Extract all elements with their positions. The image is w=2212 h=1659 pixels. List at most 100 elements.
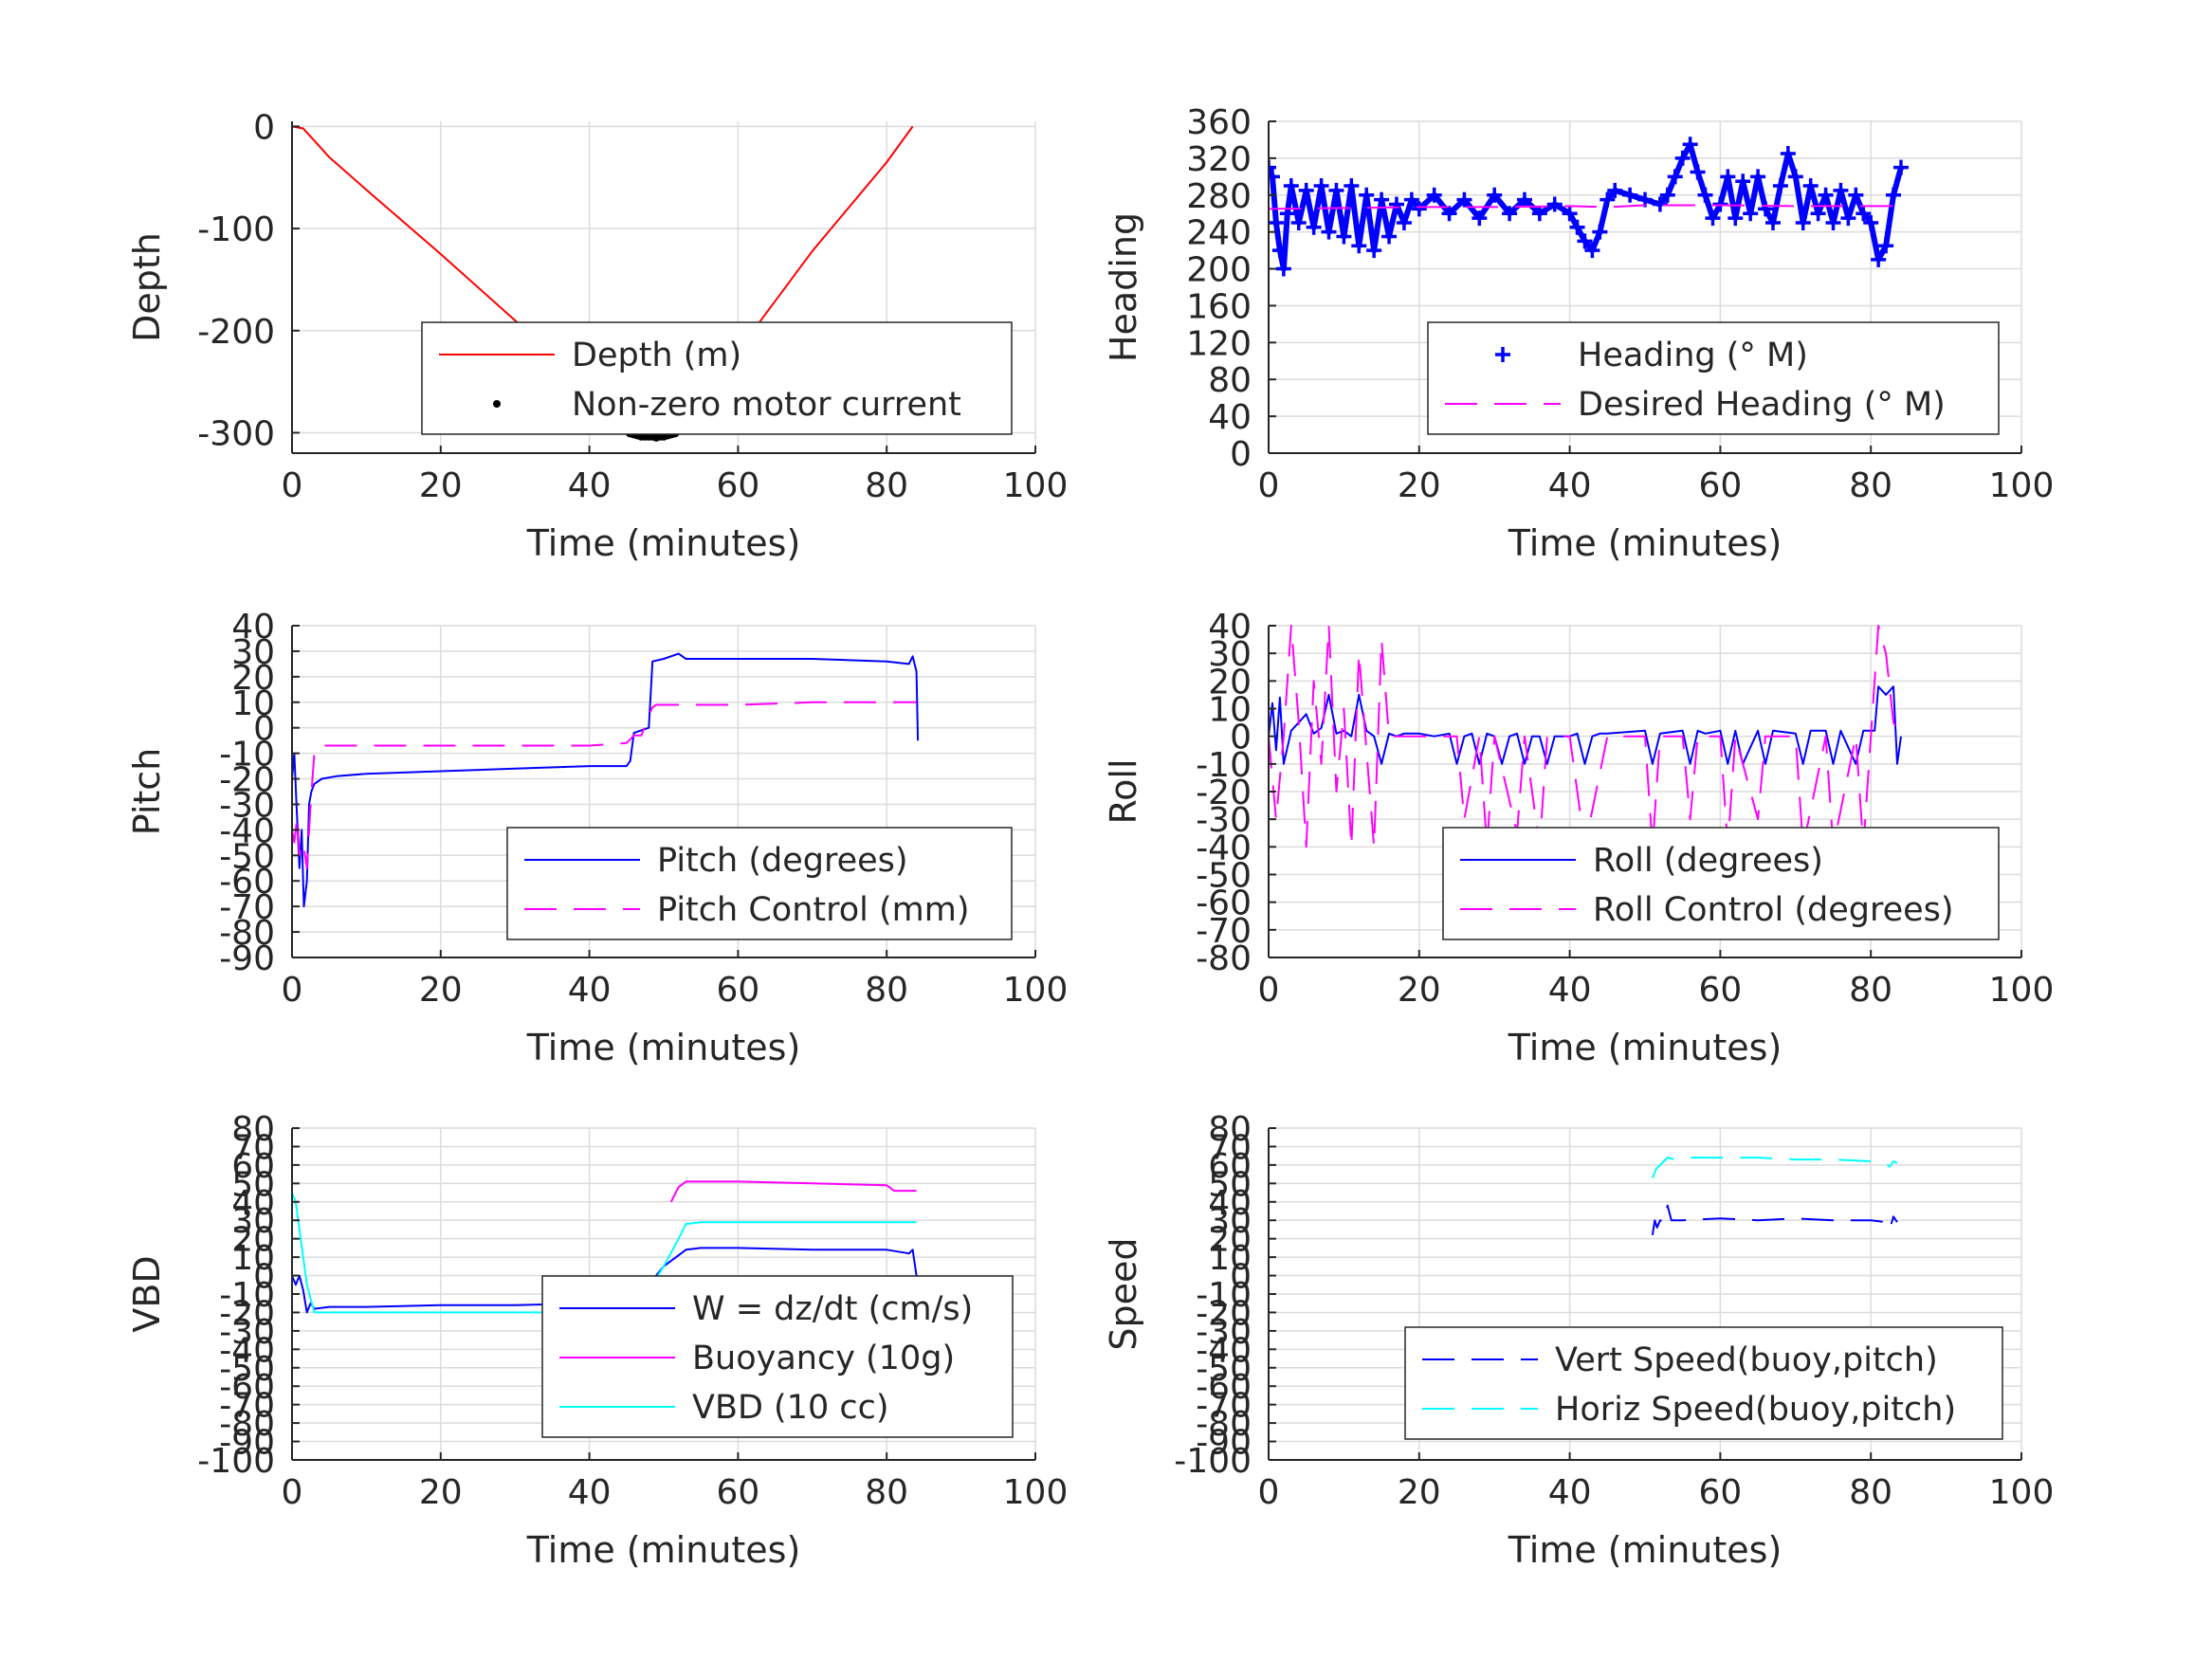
legend-entry-label: Horiz Speed(buoy,pitch) — [1555, 1391, 1956, 1429]
legend-box — [1427, 321, 2000, 435]
y-tick-label: 30 — [231, 1202, 275, 1241]
x-axis-label: Time (minutes) — [1508, 1027, 1782, 1068]
x-tick-label: 0 — [282, 1473, 303, 1512]
legend-box — [1442, 827, 2000, 940]
series-group — [1651, 1157, 1898, 1235]
legend-entry-label: Roll Control (degrees) — [1593, 891, 1954, 929]
y-tick-label: 50 — [1208, 1165, 1252, 1204]
x-tick-label: 20 — [419, 971, 463, 1010]
y-tick-label: -80 — [1196, 939, 1252, 978]
y-tick-label: 0 — [253, 710, 275, 749]
legend-box — [506, 827, 1013, 940]
legend-entry-label: Buoyancy (10g) — [692, 1340, 955, 1377]
y-tick-label: 320 — [1186, 140, 1252, 179]
y-tick-label: -50 — [1196, 1350, 1252, 1389]
y-tick-label: 50 — [231, 1165, 275, 1204]
legend-entry-label: Pitch (degrees) — [657, 842, 908, 880]
y-tick-label: 200 — [1186, 251, 1252, 290]
x-tick-label: 0 — [282, 971, 303, 1010]
y-tick-label: 0 — [253, 108, 275, 147]
y-tick-label: -30 — [1196, 1313, 1252, 1352]
x-tick-label: 80 — [865, 466, 908, 505]
y-tick-label: -100 — [197, 1442, 275, 1481]
y-tick-label: -90 — [219, 1424, 275, 1463]
y-tick-label: -10 — [1196, 746, 1252, 785]
y-tick-label: 40 — [231, 1184, 275, 1223]
y-tick-label: -20 — [1196, 1294, 1252, 1333]
y-tick-label: -80 — [1196, 1405, 1252, 1444]
legend: Roll (degrees) Roll Control (degrees) — [1442, 827, 2000, 940]
y-axis-label: Pitch — [126, 748, 168, 836]
y-tick-label: 160 — [1186, 287, 1252, 326]
series-roll-degrees-line — [1269, 685, 1902, 765]
x-tick-label: 20 — [1398, 1473, 1441, 1512]
y-tick-label: 70 — [1208, 1128, 1252, 1167]
y-tick-label: 10 — [1208, 691, 1252, 730]
y-tick-label: 30 — [1208, 635, 1252, 674]
y-tick-label: -300 — [197, 414, 275, 453]
y-tick-label: -30 — [219, 786, 275, 825]
legend-swatch — [493, 400, 501, 408]
y-tick-label: -50 — [1196, 857, 1252, 896]
x-tick-label: 60 — [1698, 971, 1742, 1010]
y-tick-label: -20 — [219, 1294, 275, 1333]
legend-entry-label: Pitch Control (mm) — [657, 891, 969, 929]
x-tick-label: 100 — [1003, 466, 1069, 505]
x-axis-label: Time (minutes) — [526, 1027, 801, 1068]
legend-entry-label: Vert Speed(buoy,pitch) — [1555, 1341, 1938, 1379]
y-tick-label: -10 — [219, 736, 275, 775]
y-tick-label: 20 — [231, 1221, 275, 1260]
y-tick-label: 40 — [231, 608, 275, 647]
x-tick-label: 80 — [865, 1473, 908, 1512]
y-tick-label: -70 — [1196, 1387, 1252, 1426]
x-axis-label: Time (minutes) — [526, 1529, 801, 1571]
y-axis-label: Heading — [1103, 212, 1144, 362]
x-tick-label: 100 — [1989, 1473, 2055, 1512]
x-tick-label: 60 — [716, 1473, 759, 1512]
x-tick-label: 80 — [865, 971, 908, 1010]
y-tick-label: -50 — [219, 1350, 275, 1389]
y-tick-label: -20 — [219, 761, 275, 800]
y-tick-label: -40 — [1196, 1331, 1252, 1370]
y-tick-label: 30 — [231, 633, 275, 672]
y-tick-label: -70 — [219, 888, 275, 927]
y-tick-label: -200 — [197, 313, 275, 352]
series-group — [1269, 137, 1909, 277]
y-tick-label: -70 — [219, 1387, 275, 1426]
x-axis-label: Time (minutes) — [1508, 522, 1782, 564]
y-tick-label: 0 — [1230, 435, 1252, 474]
legend-entry-label: W = dz/dt (cm/s) — [692, 1290, 973, 1328]
x-tick-label: 40 — [568, 1473, 612, 1512]
series-buoyancy-10g-line — [669, 1180, 917, 1203]
x-tick-label: 0 — [282, 466, 303, 505]
y-tick-label: -40 — [1196, 829, 1252, 867]
y-axis-label: Roll — [1103, 758, 1144, 824]
y-tick-label: -40 — [219, 1331, 275, 1370]
x-tick-label: 80 — [1849, 971, 1892, 1010]
y-axis-label: Depth — [126, 232, 168, 342]
panel-heading: 0 20 40 60 80 10004080120160200240280320360Ti… — [1103, 103, 2054, 564]
y-tick-label: 360 — [1186, 103, 1252, 142]
x-tick-label: 100 — [1003, 971, 1069, 1010]
x-tick-label: 40 — [1548, 971, 1592, 1010]
series-vert-speed-buoy-pitch-line — [1651, 1204, 1898, 1235]
y-tick-label: 80 — [231, 1110, 275, 1149]
legend-entry-label: Roll (degrees) — [1593, 842, 1823, 880]
x-axis-label: Time (minutes) — [526, 522, 801, 564]
x-tick-label: 20 — [1398, 971, 1441, 1010]
y-tick-label: -70 — [1196, 912, 1252, 951]
panel-depth: 0 20 40 60 80 100 -300 -200 -100 0 Time (minutes) D… — [126, 108, 1068, 564]
y-tick-label: -100 — [197, 210, 275, 249]
y-tick-label: 40 — [1208, 1184, 1252, 1223]
legend-swatch — [1495, 347, 1510, 362]
y-tick-label: 10 — [231, 684, 275, 723]
y-tick-label: 0 — [1230, 1258, 1252, 1297]
x-tick-label: 60 — [1698, 1473, 1742, 1512]
y-tick-label: 240 — [1186, 214, 1252, 253]
x-tick-label: 80 — [1849, 1473, 1892, 1512]
y-tick-label: 0 — [253, 1258, 275, 1297]
y-tick-label: -20 — [1196, 774, 1252, 812]
x-tick-label: 40 — [1548, 466, 1592, 505]
panel-pitch: 0 20 40 60 80 100-90-80-70-60-50-40-30-20-100… — [126, 608, 1068, 1068]
